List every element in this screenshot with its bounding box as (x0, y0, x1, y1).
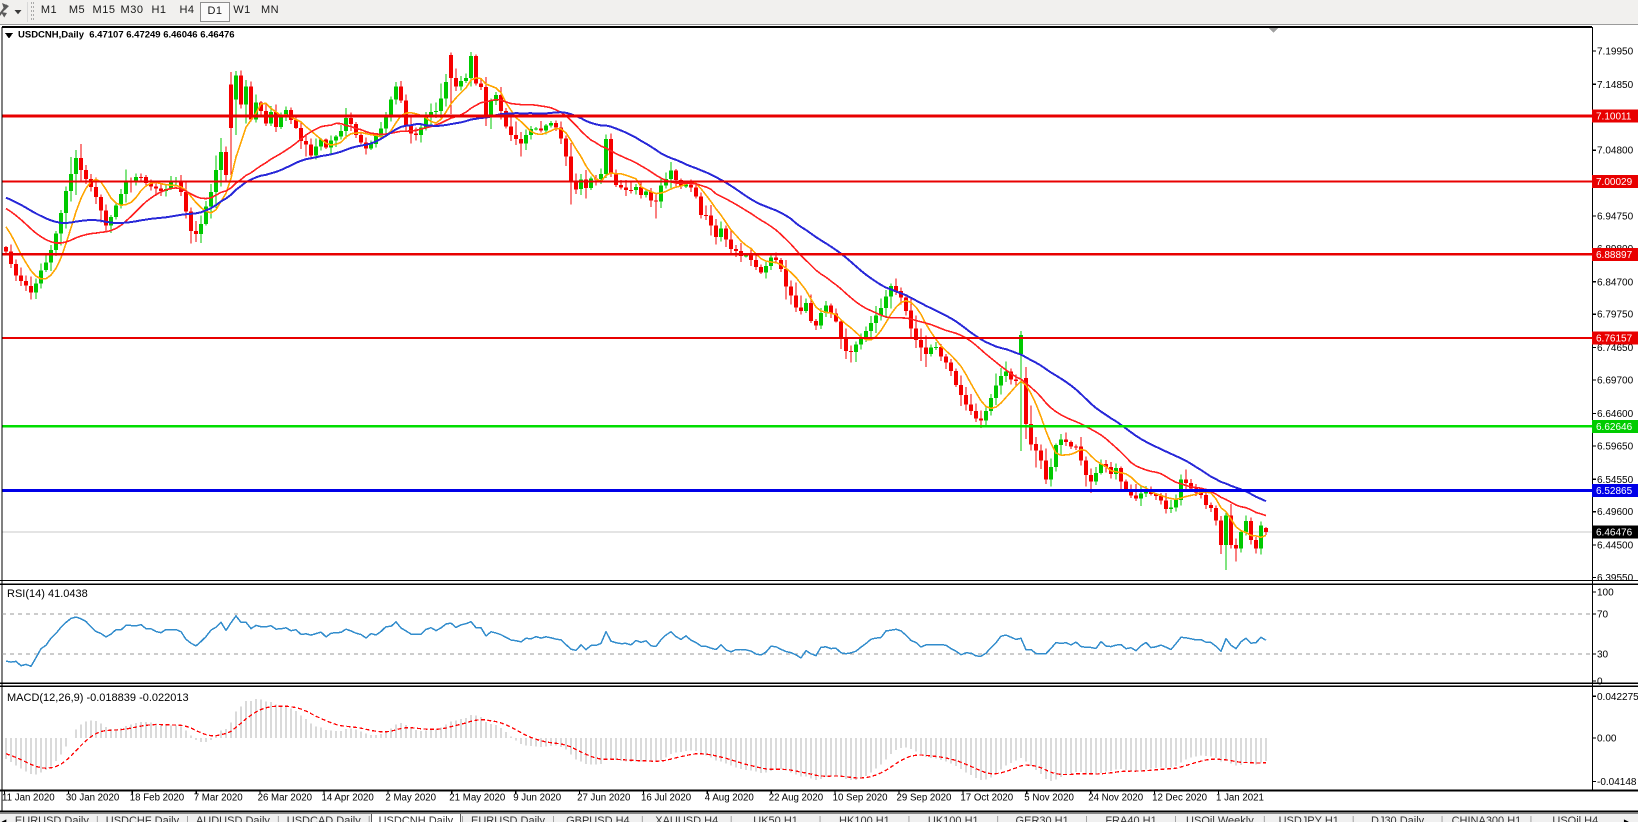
svg-text:6.79750: 6.79750 (1597, 310, 1634, 321)
svg-text:USDCNH,Daily 6.47107 6.47249: USDCNH,Daily 6.47107 6.47249 6.46046 6.4… (18, 30, 235, 41)
svg-text:18 Feb 2020: 18 Feb 2020 (130, 793, 185, 804)
svg-text:RSI(14) 41.0438: RSI(14) 41.0438 (7, 588, 88, 600)
svg-text:7 Mar 2020: 7 Mar 2020 (194, 793, 244, 804)
svg-text:14 Apr 2020: 14 Apr 2020 (322, 793, 375, 804)
svg-text:6.46476: 6.46476 (1596, 528, 1633, 539)
svg-text:7.10011: 7.10011 (1596, 112, 1632, 123)
svg-text:6.62646: 6.62646 (1596, 422, 1633, 433)
svg-text:0.042275: 0.042275 (1597, 692, 1638, 703)
svg-text:7.00029: 7.00029 (1596, 177, 1633, 188)
svg-text:29 Sep 2020: 29 Sep 2020 (897, 793, 953, 804)
svg-text:6.52865: 6.52865 (1596, 486, 1633, 497)
svg-text:30: 30 (1597, 650, 1609, 661)
svg-text:6.69700: 6.69700 (1597, 376, 1634, 387)
svg-text:-0.04148: -0.04148 (1597, 777, 1637, 788)
svg-text:7.14850: 7.14850 (1597, 80, 1634, 91)
svg-text:10 Sep 2020: 10 Sep 2020 (833, 793, 889, 804)
svg-text:0: 0 (1597, 677, 1603, 688)
svg-text:6.76157: 6.76157 (1596, 333, 1633, 344)
svg-text:27 Jun 2020: 27 Jun 2020 (577, 793, 631, 804)
svg-text:17 Oct 2020: 17 Oct 2020 (960, 793, 1013, 804)
svg-text:26 Mar 2020: 26 Mar 2020 (258, 793, 313, 804)
svg-text:12 Dec 2020: 12 Dec 2020 (1152, 793, 1208, 804)
svg-text:30 Jan 2020: 30 Jan 2020 (66, 793, 120, 804)
svg-text:2 May 2020: 2 May 2020 (385, 793, 436, 804)
svg-text:6.54550: 6.54550 (1597, 475, 1634, 486)
svg-text:5 Nov 2020: 5 Nov 2020 (1024, 793, 1074, 804)
svg-text:1 Jan 2021: 1 Jan 2021 (1216, 793, 1264, 804)
svg-text:7.19950: 7.19950 (1597, 46, 1634, 57)
svg-text:21 May 2020: 21 May 2020 (449, 793, 506, 804)
svg-text:16 Jul 2020: 16 Jul 2020 (641, 793, 692, 804)
svg-text:6.74650: 6.74650 (1597, 343, 1634, 354)
svg-text:70: 70 (1597, 610, 1609, 621)
svg-text:7.04800: 7.04800 (1597, 146, 1634, 157)
svg-text:0.00: 0.00 (1597, 734, 1617, 745)
svg-text:24 Nov 2020: 24 Nov 2020 (1088, 793, 1144, 804)
svg-text:11 Jan 2020: 11 Jan 2020 (2, 793, 55, 804)
svg-text:6.88897: 6.88897 (1596, 250, 1633, 261)
svg-text:6.59650: 6.59650 (1597, 441, 1634, 452)
svg-text:100: 100 (1597, 588, 1614, 599)
svg-text:6.64600: 6.64600 (1597, 409, 1634, 420)
svg-text:MACD(12,26,9) -0.018839 -0.022: MACD(12,26,9) -0.018839 -0.022013 (7, 692, 189, 704)
svg-text:6.44500: 6.44500 (1597, 541, 1634, 552)
svg-text:6.94750: 6.94750 (1597, 212, 1634, 223)
svg-text:4 Aug 2020: 4 Aug 2020 (705, 793, 755, 804)
svg-text:6.49600: 6.49600 (1597, 507, 1634, 518)
svg-text:22 Aug 2020: 22 Aug 2020 (769, 793, 824, 804)
svg-text:9 Jun 2020: 9 Jun 2020 (513, 793, 562, 804)
svg-text:6.39550: 6.39550 (1597, 573, 1634, 584)
svg-text:6.84700: 6.84700 (1597, 277, 1634, 288)
